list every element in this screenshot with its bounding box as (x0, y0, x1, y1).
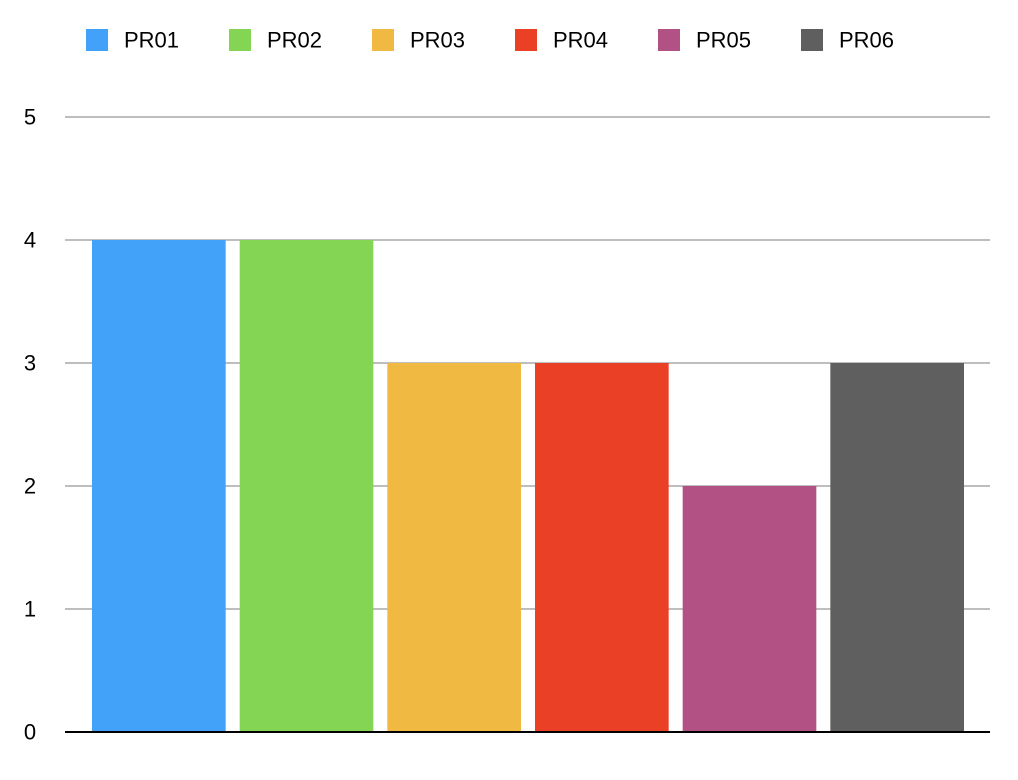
legend-label-pr03: PR03 (410, 28, 465, 53)
bar-pr05 (682, 486, 817, 732)
bar-pr01 (92, 240, 226, 732)
legend-label-pr01: PR01 (124, 28, 179, 53)
y-tick-label: 2 (24, 474, 36, 499)
y-tick-label: 5 (24, 105, 36, 130)
legend-swatch-pr01 (86, 29, 108, 51)
legend-swatch-pr06 (801, 29, 823, 51)
bars (92, 240, 964, 732)
y-tick-label: 4 (24, 228, 36, 253)
legend-label-pr02: PR02 (267, 28, 322, 53)
legend-swatch-pr02 (229, 29, 251, 51)
bar-pr04 (535, 363, 669, 732)
y-tick-label: 1 (24, 597, 36, 622)
bar-pr06 (830, 363, 964, 732)
legend-label-pr05: PR05 (696, 28, 751, 53)
bar-pr02 (239, 240, 374, 732)
y-tick-label: 3 (24, 351, 36, 376)
y-tick-label: 0 (24, 720, 36, 745)
legend-swatch-pr03 (372, 29, 394, 51)
legend-label-pr06: PR06 (839, 28, 894, 53)
y-axis-ticks: 0 1 2 3 4 5 (24, 105, 36, 745)
legend: PR01 PR02 PR03 PR04 PR05 PR06 (86, 28, 894, 53)
legend-label-pr04: PR04 (553, 28, 608, 53)
bar-pr03 (387, 363, 521, 732)
legend-swatch-pr05 (658, 29, 680, 51)
legend-swatch-pr04 (515, 29, 537, 51)
